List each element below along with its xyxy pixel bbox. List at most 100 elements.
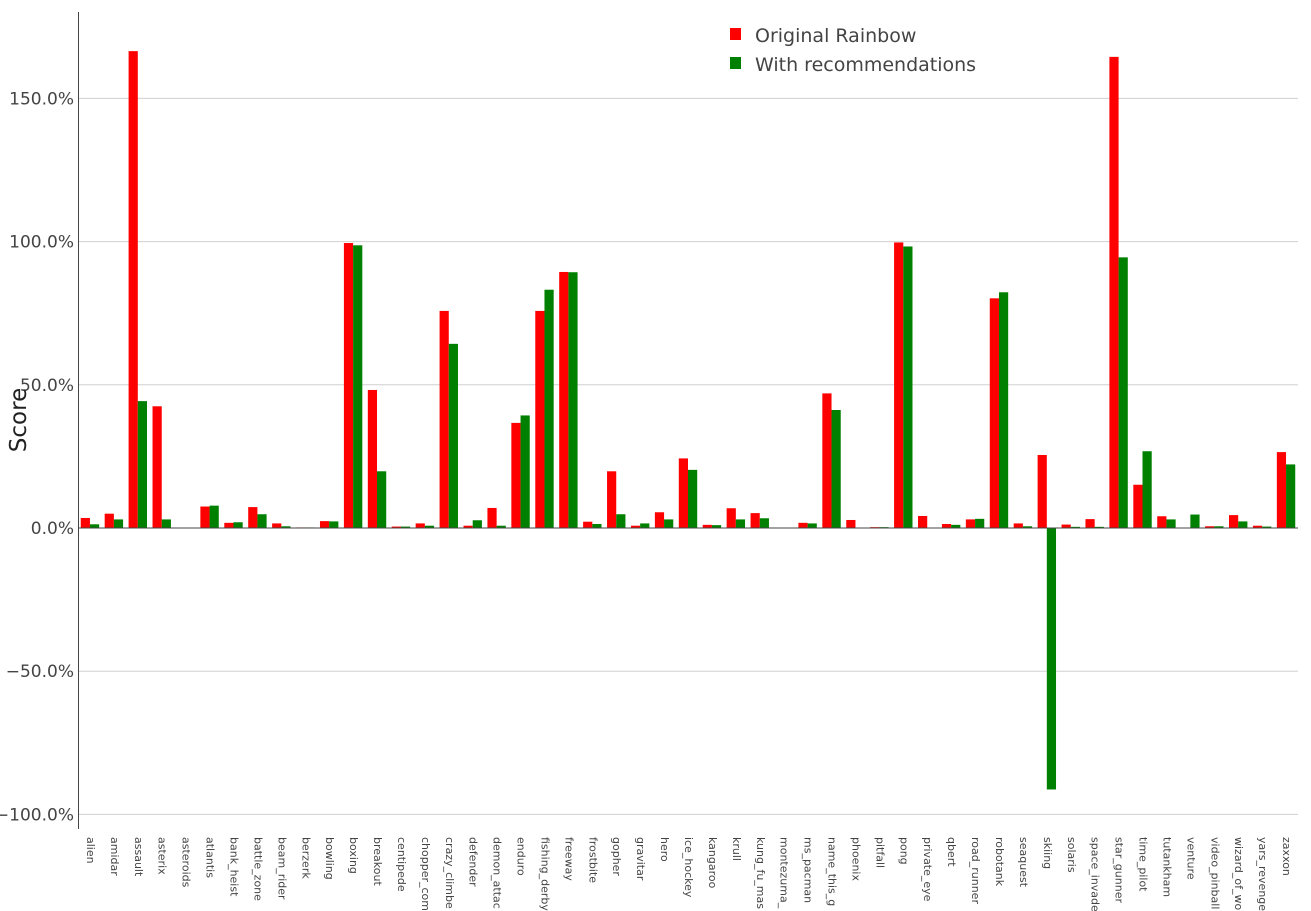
bar-recommend-wizard_of_wo <box>1238 521 1248 528</box>
x-tick-label: bank_heist <box>227 837 240 897</box>
bar-recommend-star_gunner <box>1118 257 1128 528</box>
x-tick-atlantis: atlantis <box>204 837 217 878</box>
legend-swatch-original-rainbow <box>730 28 741 40</box>
x-tick-centipede: centipede <box>395 837 408 892</box>
x-tick-label: gopher <box>610 837 623 876</box>
x-tick-boxing: boxing <box>347 837 360 874</box>
legend: Original Rainbow With recommendations <box>730 25 976 76</box>
bar-recommend-name_this_g <box>831 410 841 528</box>
bar-original-zaxxon <box>1276 452 1287 528</box>
x-tick-krull: krull <box>730 837 743 861</box>
bar-recommend-freeway <box>568 272 578 528</box>
x-tick-crazy_climbe: crazy_climbe <box>443 837 456 909</box>
bar-recommend-road_runner <box>975 518 985 528</box>
bar-recommend-ms_pacman <box>807 523 817 528</box>
x-tick-chopper_com: chopper_com <box>419 837 432 911</box>
x-tick-ms_pacman: ms_pacman <box>802 837 815 903</box>
bar-recommend-beam_rider <box>281 526 291 528</box>
x-tick-label: gravitar <box>634 837 647 881</box>
x-tick-label: hero <box>658 837 671 862</box>
bar-original-freeway <box>559 271 569 528</box>
bar-original-kung_fu_mas <box>750 513 760 528</box>
y-tick-label: 150.0% <box>9 89 74 109</box>
bar-recommend-alien <box>89 524 100 528</box>
x-tick-label: yars_revenge <box>1256 837 1269 911</box>
x-tick-space_invade: space_invade <box>1089 837 1102 911</box>
bar-recommend-ice_hockey <box>688 469 698 528</box>
bar-original-robotank <box>989 298 999 528</box>
x-tick-label: phoenix <box>849 837 862 881</box>
bar-original-space_invade <box>1085 519 1095 528</box>
x-tick-wizard_of_wo: wizard_of_wo <box>1232 837 1245 910</box>
bar-original-breakout <box>367 389 378 528</box>
bar-recommend-seaquest <box>1022 526 1033 528</box>
x-tick-label: breakout <box>371 837 384 886</box>
x-tick-label: assault <box>132 837 145 877</box>
x-tick-bowling: bowling <box>323 837 336 880</box>
bar-original-fishing_derby <box>535 310 545 528</box>
x-tick-label: defender <box>467 837 480 887</box>
bar-recommend-pong <box>903 246 913 528</box>
x-tick-label: frostbite <box>586 837 599 883</box>
y-tick-labels: −100.0% −50.0% 0.0% 50.0% 100.0% 150.0% <box>0 89 74 825</box>
x-tick-road_runner: road_runner <box>969 837 982 904</box>
x-tick-gravitar: gravitar <box>634 837 647 881</box>
x-tick-hero: hero <box>658 837 671 862</box>
x-tick-label: centipede <box>395 837 408 892</box>
bar-recommend-kangaroo <box>711 525 722 528</box>
x-tick-star_gunner: star_gunner <box>1113 837 1126 903</box>
bar-recommend-crazy_climbe <box>448 343 458 528</box>
x-tick-label: montezuma_ <box>778 837 791 909</box>
bar-recommend-assault <box>137 401 147 528</box>
x-tick-label: wizard_of_wo <box>1232 837 1245 910</box>
bar-original-gravitar <box>630 525 641 528</box>
bar-recommend-atlantis <box>209 505 219 528</box>
bar-recommend-gopher <box>616 514 626 528</box>
bar-recommend-fishing_derby <box>544 289 554 528</box>
x-tick-label: battle_zone <box>251 837 264 901</box>
bar-recommend-bowling <box>329 521 339 528</box>
bar-recommend-asterix <box>161 519 171 528</box>
x-tick-defender: defender <box>467 837 480 887</box>
x-tick-label: enduro <box>515 837 528 876</box>
x-tick-label: name_this_g <box>826 837 839 906</box>
y-tick-label: −100.0% <box>0 805 74 825</box>
bar-recommend-hero <box>664 519 674 528</box>
x-tick-amidar: amidar <box>108 837 121 876</box>
x-tick-label: asteroids <box>180 837 193 888</box>
x-tick-labels: alien amidar assault asterix asteroids atlant… <box>84 837 1293 911</box>
bar-recommend-chopper_com <box>424 525 435 528</box>
x-tick-label: bowling <box>323 837 336 880</box>
x-tick-label: boxing <box>347 837 360 874</box>
bar-original-seaquest <box>1013 523 1023 528</box>
x-tick-label: solaris <box>1065 837 1078 873</box>
x-tick-label: berzerk <box>299 837 312 879</box>
x-tick-assault: assault <box>132 837 145 877</box>
bar-original-defender <box>463 525 473 528</box>
x-tick-breakout: breakout <box>371 837 384 886</box>
x-tick-label: pitfall <box>873 837 886 868</box>
x-tick-alien: alien <box>84 837 97 864</box>
x-tick-label: fishing_derby <box>538 837 551 911</box>
x-tick-montezuma_: montezuma_ <box>778 837 791 909</box>
bar-recommend-krull <box>735 519 746 528</box>
bar-recommend-demon_attac <box>496 525 506 528</box>
bar-original-ice_hockey <box>678 458 688 528</box>
x-tick-label: kung_fu_mas <box>754 837 767 909</box>
bar-original-solaris <box>1061 524 1071 528</box>
x-tick-zaxxon: zaxxon <box>1280 837 1293 876</box>
bar-original-bowling <box>319 521 330 528</box>
bar-original-yars_revenge <box>1252 525 1263 528</box>
x-tick-beam_rider: beam_rider <box>275 837 288 900</box>
x-tick-demon_attac: demon_attac <box>491 837 504 909</box>
bar-original-asterix <box>152 406 162 528</box>
y-tick-label: 100.0% <box>9 233 74 253</box>
bar-original-video_pinball <box>1205 526 1215 528</box>
bar-original-battle_zone <box>248 507 258 528</box>
bar-recommend-bank_heist <box>233 522 243 528</box>
x-tick-time_pilot: time_pilot <box>1137 837 1150 892</box>
bar-original-krull <box>726 508 736 528</box>
legend-label-original-rainbow: Original Rainbow <box>755 25 916 47</box>
bar-original-ms_pacman <box>798 522 808 528</box>
bar-original-star_gunner <box>1109 56 1119 529</box>
